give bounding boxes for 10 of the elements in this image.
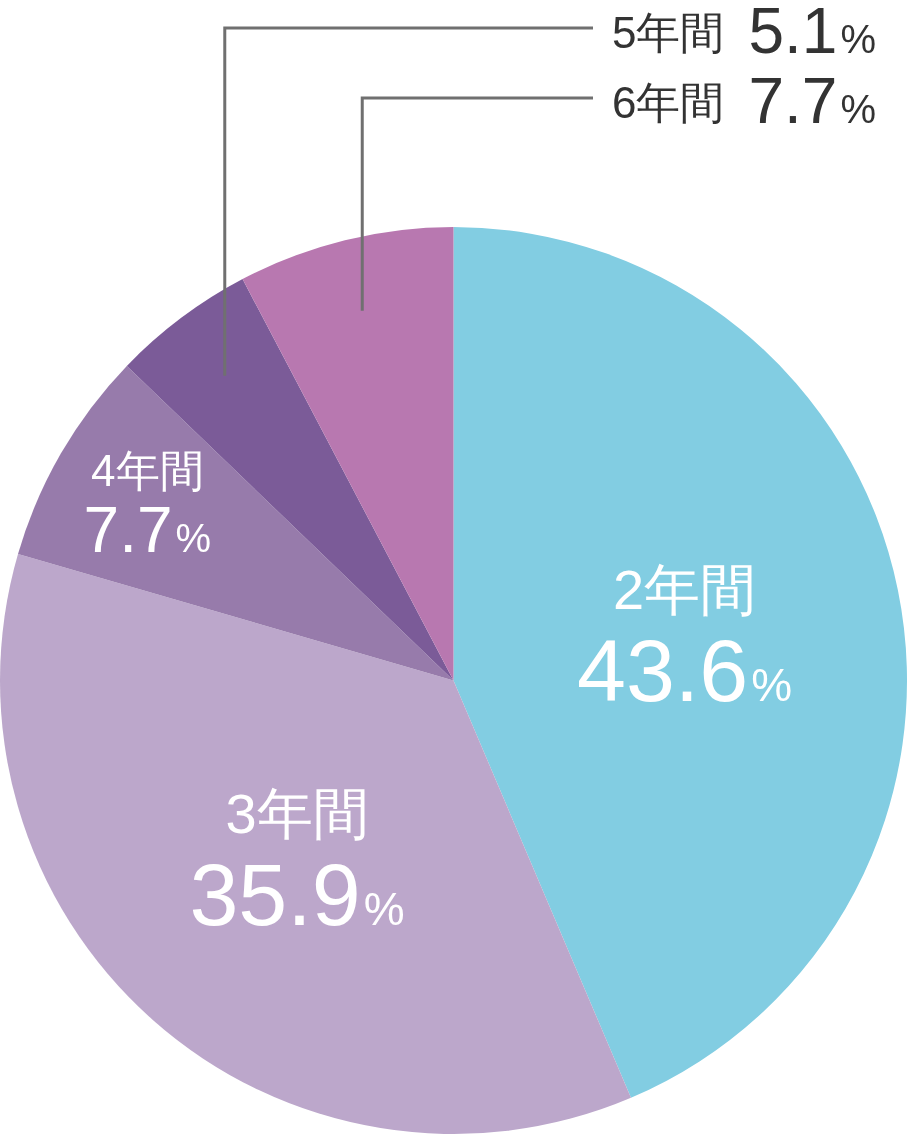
data-label: 43.6% [576, 621, 793, 721]
slice-label: 6年間 [612, 78, 725, 127]
slice-label: 4年間 [91, 446, 204, 496]
slice-label: 5年間 [612, 8, 725, 57]
data-label: 35.9% [189, 844, 405, 944]
data-label: 5.1% [748, 0, 877, 67]
slice-label: 2年間 [612, 558, 757, 622]
data-label: 7.7% [748, 65, 877, 137]
slice-label: 3年間 [225, 781, 369, 845]
data-label: 7.7% [83, 494, 212, 567]
